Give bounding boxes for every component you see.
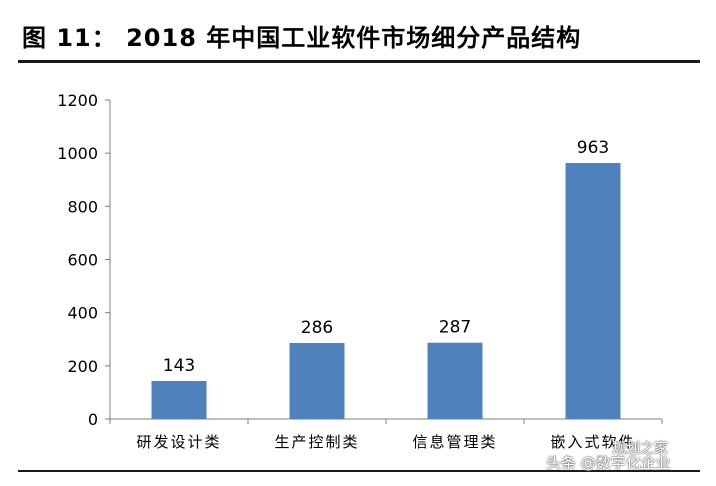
y-tick-label: 1200 [57, 91, 98, 110]
bar [427, 342, 483, 419]
x-axis-ticks: 研发设计类 生产控制类 信息管理类 嵌入式软件 [109, 419, 663, 451]
data-label: 287 [439, 318, 471, 338]
x-tick-label: 嵌入式软件 [550, 433, 635, 451]
y-tick-label: 1000 [57, 144, 98, 163]
data-label: 286 [301, 318, 333, 338]
x-tick-label: 信息管理类 [412, 433, 497, 451]
y-tick-label: 0 [88, 410, 98, 429]
bars [151, 163, 621, 419]
y-axis-ticks: 0 200 400 600 800 1000 1200 [57, 91, 110, 429]
y-tick-label: 400 [67, 304, 98, 323]
y-tick-label: 200 [67, 357, 98, 376]
y-tick-label: 600 [67, 251, 98, 270]
y-tick-label: 800 [67, 197, 98, 216]
bar [289, 342, 345, 419]
data-label: 963 [577, 138, 609, 158]
data-labels: 143 286 287 963 [163, 138, 609, 376]
watermark-text: 头条 @数字化企业 [546, 454, 671, 472]
title-rule [18, 60, 700, 63]
bottom-rule [18, 470, 700, 472]
figure-title: 图 11： 2018 年中国工业软件市场细分产品结构 [22, 24, 582, 52]
watermark-text: 规划之家 [612, 441, 668, 457]
bar [151, 380, 207, 419]
x-tick-label: 研发设计类 [136, 433, 221, 451]
data-label: 143 [163, 356, 195, 376]
bar [565, 163, 621, 419]
x-tick-label: 生产控制类 [274, 433, 359, 451]
